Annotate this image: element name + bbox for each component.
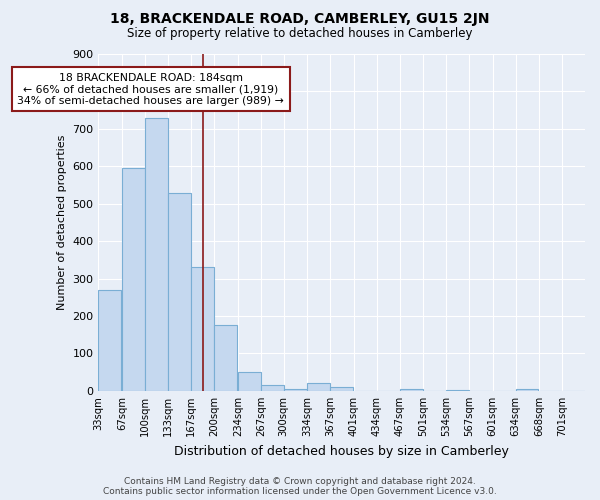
Bar [515, 389, 538, 391]
Text: 18, BRACKENDALE ROAD, CAMBERLEY, GU15 2JN: 18, BRACKENDALE ROAD, CAMBERLEY, GU15 2J… [110, 12, 490, 26]
Bar [400, 389, 422, 391]
Bar [98, 290, 121, 391]
Y-axis label: Number of detached properties: Number of detached properties [57, 135, 67, 310]
Text: Contains HM Land Registry data © Crown copyright and database right 2024.
Contai: Contains HM Land Registry data © Crown c… [103, 476, 497, 496]
X-axis label: Distribution of detached houses by size in Camberley: Distribution of detached houses by size … [174, 444, 509, 458]
Bar [191, 268, 214, 391]
Bar [261, 386, 284, 391]
Bar [446, 390, 469, 391]
Bar [168, 192, 191, 391]
Bar [238, 372, 261, 391]
Text: 18 BRACKENDALE ROAD: 184sqm
← 66% of detached houses are smaller (1,919)
34% of : 18 BRACKENDALE ROAD: 184sqm ← 66% of det… [17, 72, 284, 106]
Bar [122, 168, 145, 391]
Bar [214, 326, 237, 391]
Bar [330, 387, 353, 391]
Bar [284, 389, 307, 391]
Bar [307, 384, 330, 391]
Bar [145, 118, 168, 391]
Text: Size of property relative to detached houses in Camberley: Size of property relative to detached ho… [127, 28, 473, 40]
